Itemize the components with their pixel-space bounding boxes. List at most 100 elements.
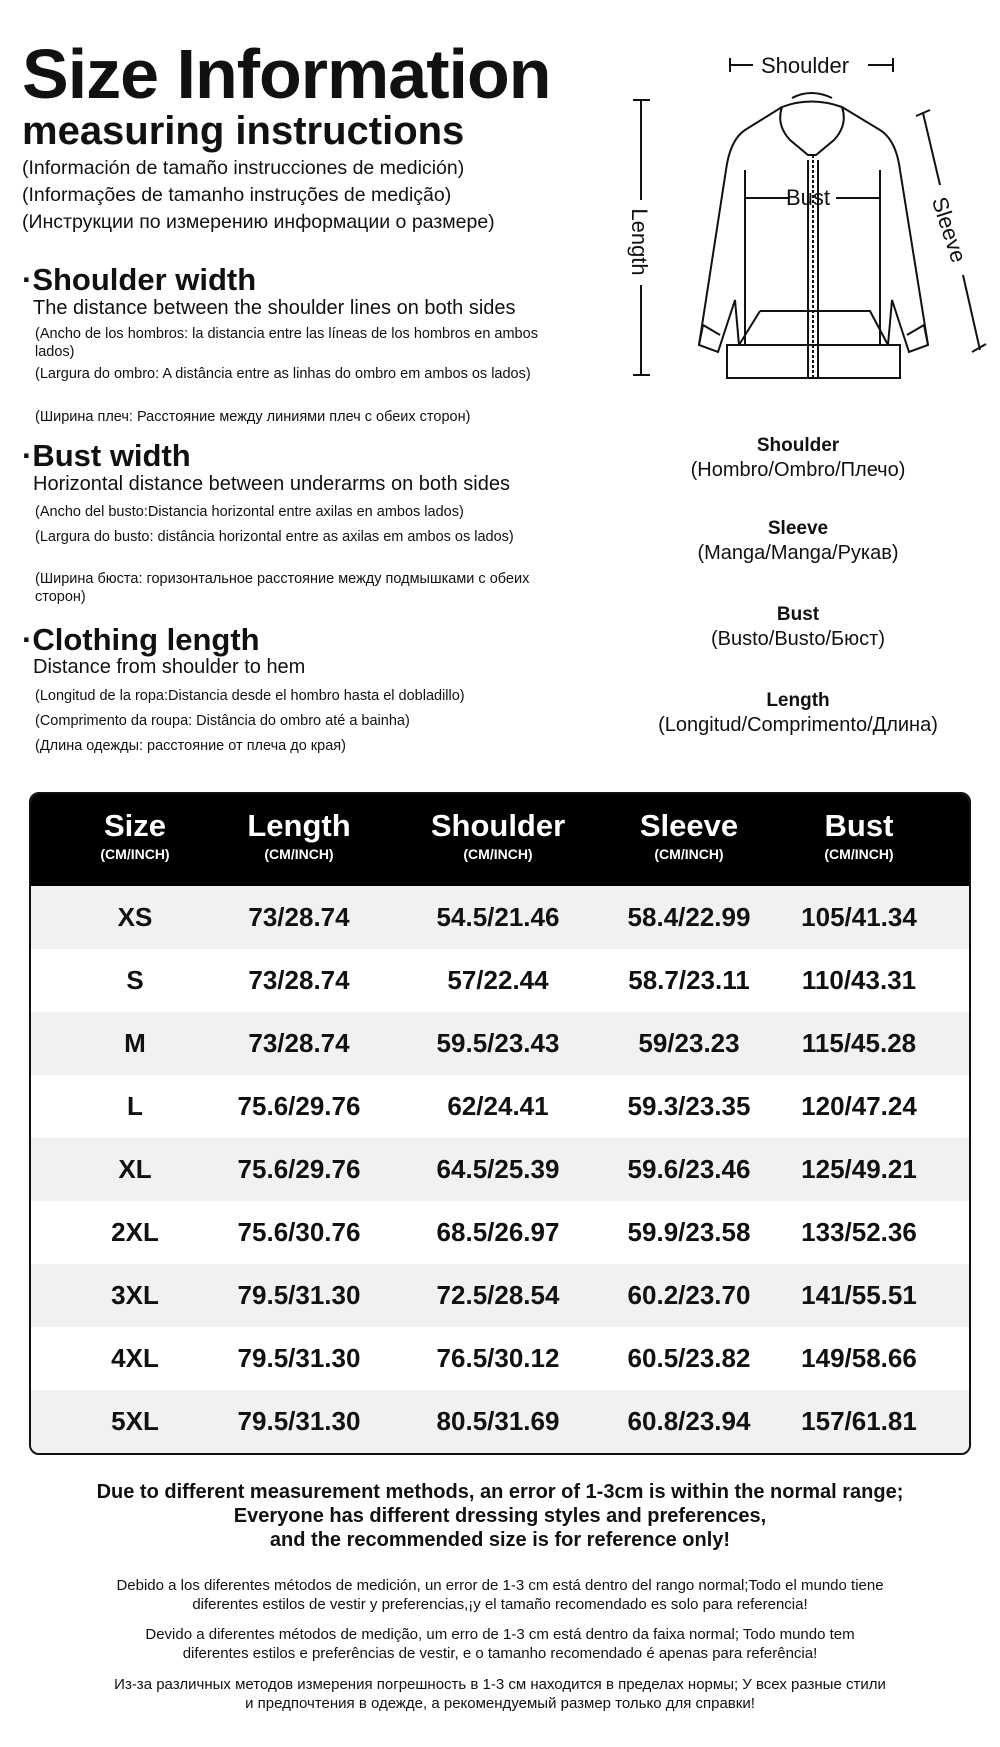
size-cell: L — [127, 1091, 143, 1121]
section-note: (Largura do busto: distância horizontal … — [35, 529, 514, 545]
column-unit: (CM/INCH) — [654, 846, 724, 862]
translation-pt: (Informações de tamanho instruções de me… — [22, 184, 452, 206]
length-measure-line — [633, 99, 650, 376]
section-description-length: Distance from shoulder to hem — [33, 656, 306, 678]
legend-term: Sleeve — [767, 518, 829, 539]
table-row: S 73/28.74 57/22.44 58.7/23.11 110/43.31 — [31, 949, 969, 1012]
jacket-diagram: Shoulder Length Sleeve Bust — [627, 53, 987, 379]
measurement-cell: 62/24.41 — [447, 1091, 549, 1121]
footer-line: и предпочтения в одежде, а рекомендуемый… — [245, 1695, 755, 1712]
legend-term: Shoulder — [756, 435, 840, 456]
column-header-length: Length (CM/INCH) — [209, 794, 389, 864]
section-note: (Longitud de la ropa:Distancia desde el … — [35, 688, 465, 704]
measurement-cell: 58.7/23.11 — [628, 965, 750, 995]
table-row: XS 73/28.74 54.5/21.46 58.4/22.99 105/41.34 — [31, 886, 969, 949]
notice-line: and the recommended size is for referenc… — [269, 1529, 731, 1551]
measurement-cell: 57/22.44 — [447, 965, 549, 995]
measurement-cell: 68.5/26.97 — [436, 1217, 560, 1247]
measurement-cell: 75.6/29.76 — [237, 1154, 361, 1184]
column-name: Shoulder — [430, 808, 566, 843]
sleeve-measure-line — [915, 109, 987, 353]
measurement-cell: 59.6/23.46 — [627, 1154, 751, 1184]
diagram-label-bust: Bust — [786, 185, 830, 210]
measurement-cell: 60.8/23.94 — [627, 1406, 751, 1436]
section-description-shoulder: The distance between the shoulder lines … — [33, 297, 516, 319]
footer-es: Debido a los diferentes métodos de medic… — [0, 1576, 1000, 1614]
measurement-cell: 125/49.21 — [801, 1154, 917, 1184]
section-note: (Ancho de los hombros: la distancia entr… — [35, 326, 538, 360]
measurement-cell: 60.2/23.70 — [627, 1280, 751, 1310]
section-heading-length: ·Clothing length — [22, 622, 260, 657]
table-row: 3XL 79.5/31.30 72.5/28.54 60.2/23.70 141/55.… — [31, 1264, 969, 1327]
table-row: 5XL 79.5/31.30 80.5/31.69 60.8/23.94 157/61.… — [31, 1390, 969, 1453]
size-cell: M — [124, 1028, 146, 1058]
shoulder-measure-line — [729, 58, 894, 72]
measurement-cell: 133/52.36 — [801, 1217, 917, 1247]
legend-translation: (Manga/Manga/Рукав) — [697, 542, 899, 564]
legend-translation: (Busto/Busto/Бюст) — [710, 628, 885, 650]
measurement-cell: 105/41.34 — [801, 902, 917, 932]
measurement-cell: 60.5/23.82 — [627, 1343, 751, 1373]
column-name: Sleeve — [639, 808, 739, 843]
size-cell: S — [126, 965, 144, 995]
measurement-cell: 73/28.74 — [248, 902, 350, 932]
column-name: Bust — [824, 808, 894, 843]
legend-translation: (Longitud/Comprimento/Длина) — [658, 714, 938, 736]
footer-line: Devido a diferentes métodos de medição, … — [145, 1626, 855, 1643]
measurement-cell: 80.5/31.69 — [436, 1406, 560, 1436]
legend-item-bust: Bust (Busto/Busto/Бюст) — [618, 603, 978, 651]
measurement-cell: 58.4/22.99 — [627, 902, 751, 932]
measurement-cell: 141/55.51 — [801, 1280, 917, 1310]
measurement-cell: 75.6/30.76 — [237, 1217, 361, 1247]
section-note: (Ширина плеч: Расстояние между линиями п… — [35, 409, 471, 425]
footer-line: diferentes estilos de vestir y preferenc… — [192, 1596, 808, 1613]
column-unit: (CM/INCH) — [824, 846, 894, 862]
column-name: Size — [103, 808, 167, 843]
legend-translation: (Hombro/Ombro/Плечо) — [690, 459, 906, 481]
diagram-label-length: Length — [627, 208, 652, 275]
section-note: (Comprimento da roupa: Distância do ombr… — [35, 713, 410, 729]
page-title: Size Information — [22, 35, 551, 113]
legend-item-sleeve: Sleeve (Manga/Manga/Рукав) — [618, 517, 978, 565]
legend-item-shoulder: Shoulder (Hombro/Ombro/Плечо) — [618, 434, 978, 482]
measurement-cell: 79.5/31.30 — [237, 1280, 361, 1310]
jacket-outline-icon — [697, 92, 930, 379]
notice-line: Due to different measurement methods, an… — [96, 1481, 904, 1503]
size-cell: 2XL — [111, 1217, 159, 1247]
size-cell: XL — [118, 1154, 152, 1184]
column-header-shoulder: Shoulder (CM/INCH) — [408, 794, 588, 864]
measurement-cell: 76.5/30.12 — [436, 1343, 560, 1373]
section-note: (Длина одежды: расстояние от плеча до кр… — [35, 738, 346, 754]
legend-item-length: Length (Longitud/Comprimento/Длина) — [618, 689, 978, 737]
table-row: M 73/28.74 59.5/23.43 59/23.23 115/45.28 — [31, 1012, 969, 1075]
measurement-cell: 72.5/28.54 — [436, 1280, 560, 1310]
diagram-label-shoulder: Shoulder — [761, 53, 849, 78]
legend-term: Length — [766, 690, 830, 711]
column-unit: (CM/INCH) — [100, 846, 170, 862]
measurement-cell: 120/47.24 — [801, 1091, 917, 1121]
page-subtitle: measuring instructions — [22, 109, 465, 153]
section-note: (Ширина бюста: горизонтальное расстояние… — [35, 571, 530, 605]
measurement-cell: 149/58.66 — [801, 1343, 917, 1373]
footer-notice: Due to different measurement methods, an… — [0, 1480, 1000, 1552]
measurement-cell: 75.6/29.76 — [237, 1091, 361, 1121]
footer-pt: Devido a diferentes métodos de medição, … — [0, 1625, 1000, 1663]
measurement-cell: 59.9/23.58 — [627, 1217, 751, 1247]
measurement-cell: 157/61.81 — [801, 1406, 917, 1436]
measurement-cell: 64.5/25.39 — [436, 1154, 560, 1184]
section-heading-shoulder: ·Shoulder width — [22, 262, 257, 297]
size-cell: 4XL — [111, 1343, 159, 1373]
section-note: (Ancho del busto:Distancia horizontal en… — [35, 504, 464, 520]
measurement-cell: 115/45.28 — [801, 1028, 917, 1058]
section-note: (Largura do ombro: A distância entre as … — [35, 366, 531, 382]
table-row: L 75.6/29.76 62/24.41 59.3/23.35 120/47.24 — [31, 1075, 969, 1138]
section-heading-bust: ·Bust width — [22, 438, 191, 473]
measurement-cell: 110/43.31 — [801, 965, 917, 995]
column-header-size: Size (CM/INCH) — [45, 794, 225, 864]
measurement-cell: 79.5/31.30 — [237, 1406, 361, 1436]
measurement-cell: 73/28.74 — [248, 965, 350, 995]
measurement-cell: 54.5/21.46 — [436, 902, 560, 932]
column-header-bust: Bust (CM/INCH) — [769, 794, 949, 864]
measurement-cell: 79.5/31.30 — [237, 1343, 361, 1373]
notice-line: Everyone has different dressing styles a… — [233, 1505, 767, 1527]
